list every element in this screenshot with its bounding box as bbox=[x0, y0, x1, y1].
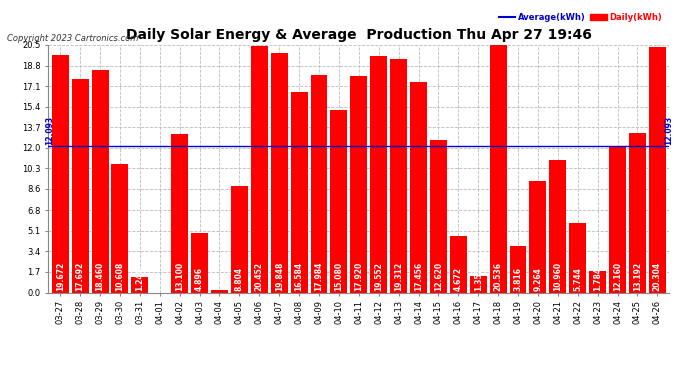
Text: 9.264: 9.264 bbox=[533, 267, 542, 291]
Text: 4.672: 4.672 bbox=[454, 267, 463, 291]
Bar bbox=[310, 75, 328, 292]
Text: 17.920: 17.920 bbox=[354, 262, 364, 291]
Text: 3.816: 3.816 bbox=[513, 267, 522, 291]
Bar bbox=[490, 45, 506, 292]
Bar bbox=[331, 110, 347, 292]
Text: 10.960: 10.960 bbox=[553, 262, 562, 291]
Bar bbox=[589, 271, 606, 292]
Text: 17.456: 17.456 bbox=[414, 262, 423, 291]
Bar bbox=[290, 92, 308, 292]
Bar bbox=[549, 160, 566, 292]
Text: 13.100: 13.100 bbox=[175, 262, 184, 291]
Bar bbox=[629, 133, 646, 292]
Bar bbox=[529, 181, 546, 292]
Text: 1.784: 1.784 bbox=[593, 267, 602, 291]
Text: 8.804: 8.804 bbox=[235, 267, 244, 291]
Text: 12.620: 12.620 bbox=[434, 262, 443, 291]
Bar bbox=[191, 233, 208, 292]
Bar bbox=[251, 46, 268, 292]
Bar bbox=[510, 246, 526, 292]
Bar bbox=[450, 236, 466, 292]
Text: 19.672: 19.672 bbox=[56, 262, 65, 291]
Text: 20.536: 20.536 bbox=[493, 262, 502, 291]
Bar bbox=[569, 223, 586, 292]
Bar bbox=[410, 82, 427, 292]
Text: 5.744: 5.744 bbox=[573, 267, 582, 291]
Legend: Average(kWh), Daily(kWh): Average(kWh), Daily(kWh) bbox=[495, 10, 665, 25]
Bar bbox=[92, 70, 108, 292]
Text: 12.160: 12.160 bbox=[613, 262, 622, 291]
Text: 4.896: 4.896 bbox=[195, 267, 204, 291]
Text: 19.552: 19.552 bbox=[374, 262, 383, 291]
Text: 17.692: 17.692 bbox=[76, 262, 85, 291]
Text: 16.584: 16.584 bbox=[295, 262, 304, 291]
Text: 12.093: 12.093 bbox=[664, 116, 673, 145]
Title: Daily Solar Energy & Average  Production Thu Apr 27 19:46: Daily Solar Energy & Average Production … bbox=[126, 28, 592, 42]
Bar bbox=[371, 57, 387, 292]
Bar bbox=[72, 79, 88, 292]
Bar bbox=[430, 140, 447, 292]
Text: Copyright 2023 Cartronics.com: Copyright 2023 Cartronics.com bbox=[7, 34, 138, 43]
Text: 15.080: 15.080 bbox=[335, 262, 344, 291]
Bar bbox=[131, 278, 148, 292]
Bar bbox=[211, 290, 228, 292]
Bar bbox=[390, 59, 407, 292]
Bar bbox=[470, 276, 486, 292]
Bar bbox=[231, 186, 248, 292]
Bar bbox=[112, 164, 128, 292]
Text: 20.304: 20.304 bbox=[653, 262, 662, 291]
Text: 19.312: 19.312 bbox=[394, 262, 403, 291]
Text: 18.460: 18.460 bbox=[95, 262, 105, 291]
Text: 10.608: 10.608 bbox=[115, 262, 124, 291]
Text: 17.984: 17.984 bbox=[315, 262, 324, 291]
Text: 20.452: 20.452 bbox=[255, 262, 264, 291]
Text: 13.192: 13.192 bbox=[633, 262, 642, 291]
Text: 1.244: 1.244 bbox=[135, 267, 144, 291]
Bar bbox=[351, 76, 367, 292]
Bar bbox=[52, 55, 69, 292]
Text: 12.093: 12.093 bbox=[45, 116, 54, 145]
Bar bbox=[609, 146, 626, 292]
Text: 19.848: 19.848 bbox=[275, 262, 284, 291]
Bar bbox=[171, 134, 188, 292]
Text: 1.352: 1.352 bbox=[474, 267, 483, 291]
Bar bbox=[649, 47, 666, 292]
Bar bbox=[270, 53, 288, 292]
